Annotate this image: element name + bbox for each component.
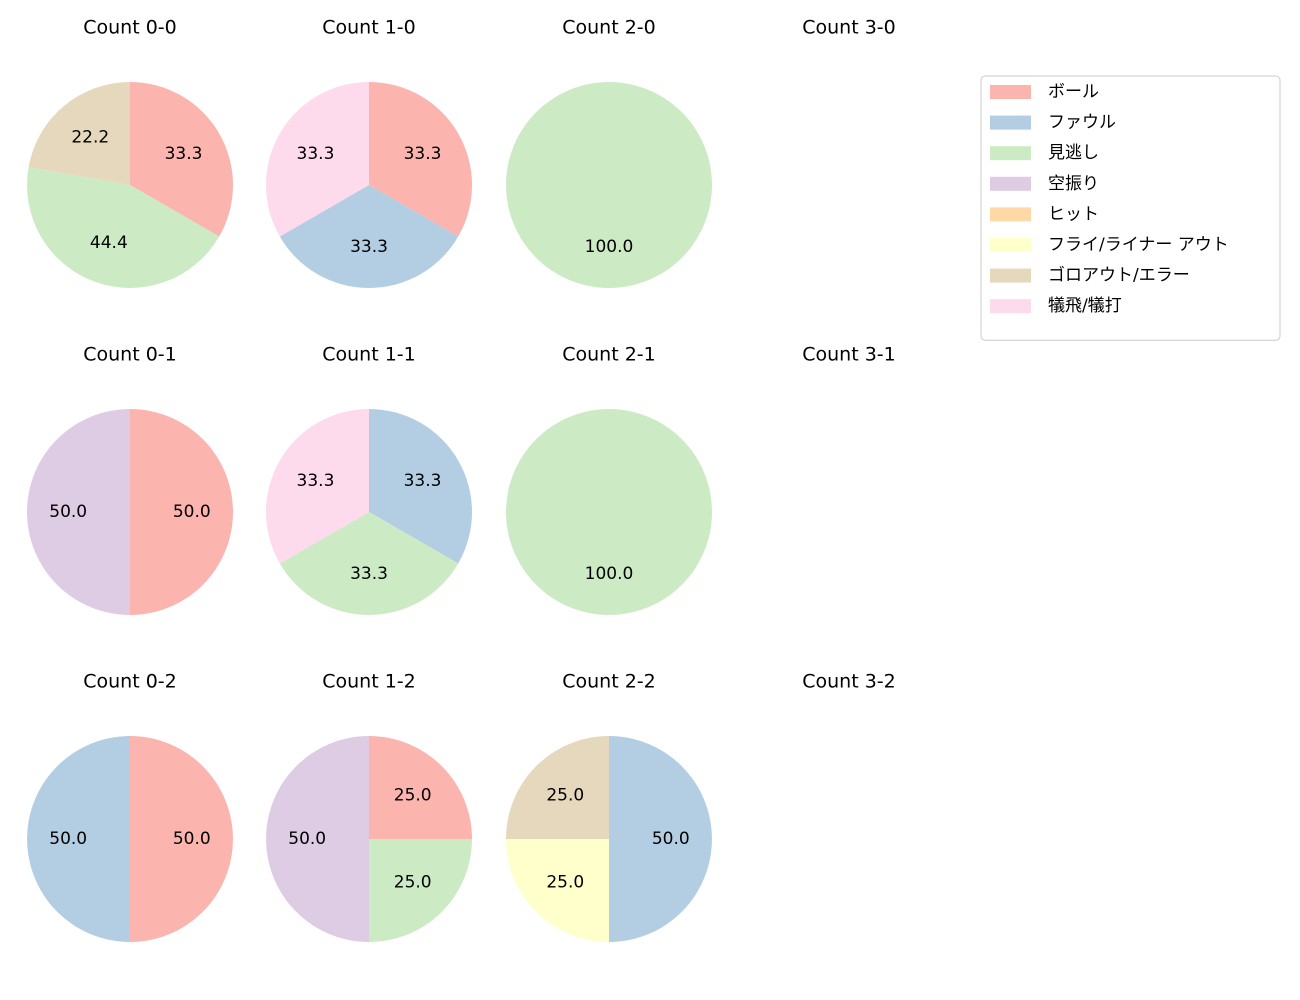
pie-title: Count 2-1 bbox=[562, 344, 656, 366]
legend-label: ヒット bbox=[1048, 204, 1099, 224]
legend-label: 見逃し bbox=[1048, 143, 1099, 163]
data-label: 25.0 bbox=[394, 785, 432, 805]
data-label: 33.3 bbox=[404, 471, 442, 491]
pie-slice bbox=[27, 736, 130, 942]
pie-slice bbox=[26, 167, 220, 288]
data-label: 33.3 bbox=[350, 564, 388, 584]
pie-slice bbox=[609, 736, 712, 942]
data-label: 100.0 bbox=[585, 564, 634, 584]
pie-slice bbox=[130, 736, 233, 942]
pie-slice bbox=[130, 82, 233, 237]
data-label: 25.0 bbox=[546, 785, 584, 805]
legend-swatch bbox=[990, 85, 1031, 99]
data-label: 33.3 bbox=[404, 144, 442, 164]
pie-slice bbox=[28, 82, 130, 185]
legend-swatch bbox=[990, 115, 1031, 130]
pie-slice bbox=[369, 736, 472, 839]
pie-title: Count 0-1 bbox=[83, 344, 177, 366]
pie-title: Count 2-0 bbox=[562, 17, 656, 39]
pie-title: Count 1-2 bbox=[322, 671, 416, 693]
data-label: 50.0 bbox=[49, 829, 87, 849]
pie-title: Count 1-0 bbox=[322, 17, 416, 39]
pie-slice bbox=[506, 409, 712, 615]
legend-label: ゴロアウト/エラー bbox=[1048, 265, 1190, 286]
legend-swatch bbox=[990, 176, 1031, 191]
pie-slice bbox=[266, 82, 369, 237]
pie-slice bbox=[130, 409, 233, 615]
legend-swatch bbox=[990, 238, 1031, 252]
legend-swatch bbox=[990, 268, 1031, 283]
data-label: 50.0 bbox=[173, 829, 211, 849]
pie-slice bbox=[266, 409, 369, 564]
data-label: 33.3 bbox=[297, 471, 335, 491]
data-label: 50.0 bbox=[288, 829, 326, 849]
data-label: 22.2 bbox=[71, 128, 109, 148]
pie-slice bbox=[369, 82, 472, 237]
legend-label: 空振り bbox=[1048, 174, 1099, 194]
data-label: 50.0 bbox=[49, 502, 87, 522]
data-label: 50.0 bbox=[652, 829, 690, 849]
data-label: 25.0 bbox=[394, 873, 432, 893]
pie-title: Count 3-2 bbox=[802, 671, 896, 693]
data-label: 33.3 bbox=[297, 144, 335, 164]
legend-label: 犠飛/犠打 bbox=[1048, 296, 1122, 316]
data-label: 33.3 bbox=[350, 237, 388, 257]
pie-slice bbox=[506, 736, 609, 839]
pie-slice bbox=[369, 839, 472, 942]
data-label: 33.3 bbox=[165, 144, 203, 164]
pie-slice bbox=[369, 409, 472, 564]
pie-title: Count 0-0 bbox=[83, 17, 177, 39]
legend-box bbox=[980, 75, 1281, 341]
pie-slice bbox=[506, 82, 712, 288]
pie-title: Count 0-2 bbox=[83, 671, 177, 693]
pie-title: Count 3-0 bbox=[802, 17, 896, 39]
pie-title: Count 3-1 bbox=[802, 344, 896, 366]
legend-swatch bbox=[990, 146, 1031, 161]
pie-slice bbox=[266, 736, 369, 942]
legend-label: ボール bbox=[1048, 82, 1099, 102]
legend-label: ファウル bbox=[1048, 113, 1116, 133]
legend-label: フライ/ライナー アウト bbox=[1048, 235, 1229, 255]
data-label: 50.0 bbox=[173, 502, 211, 522]
pie-slice bbox=[27, 409, 130, 615]
pie-title: Count 2-2 bbox=[562, 671, 656, 693]
data-label: 44.4 bbox=[90, 233, 128, 253]
legend-swatch bbox=[990, 299, 1031, 314]
pie-slice bbox=[506, 839, 609, 942]
legend-swatch bbox=[990, 207, 1031, 222]
data-label: 100.0 bbox=[585, 237, 634, 257]
data-label: 25.0 bbox=[546, 873, 584, 893]
pie-title: Count 1-1 bbox=[322, 344, 416, 366]
